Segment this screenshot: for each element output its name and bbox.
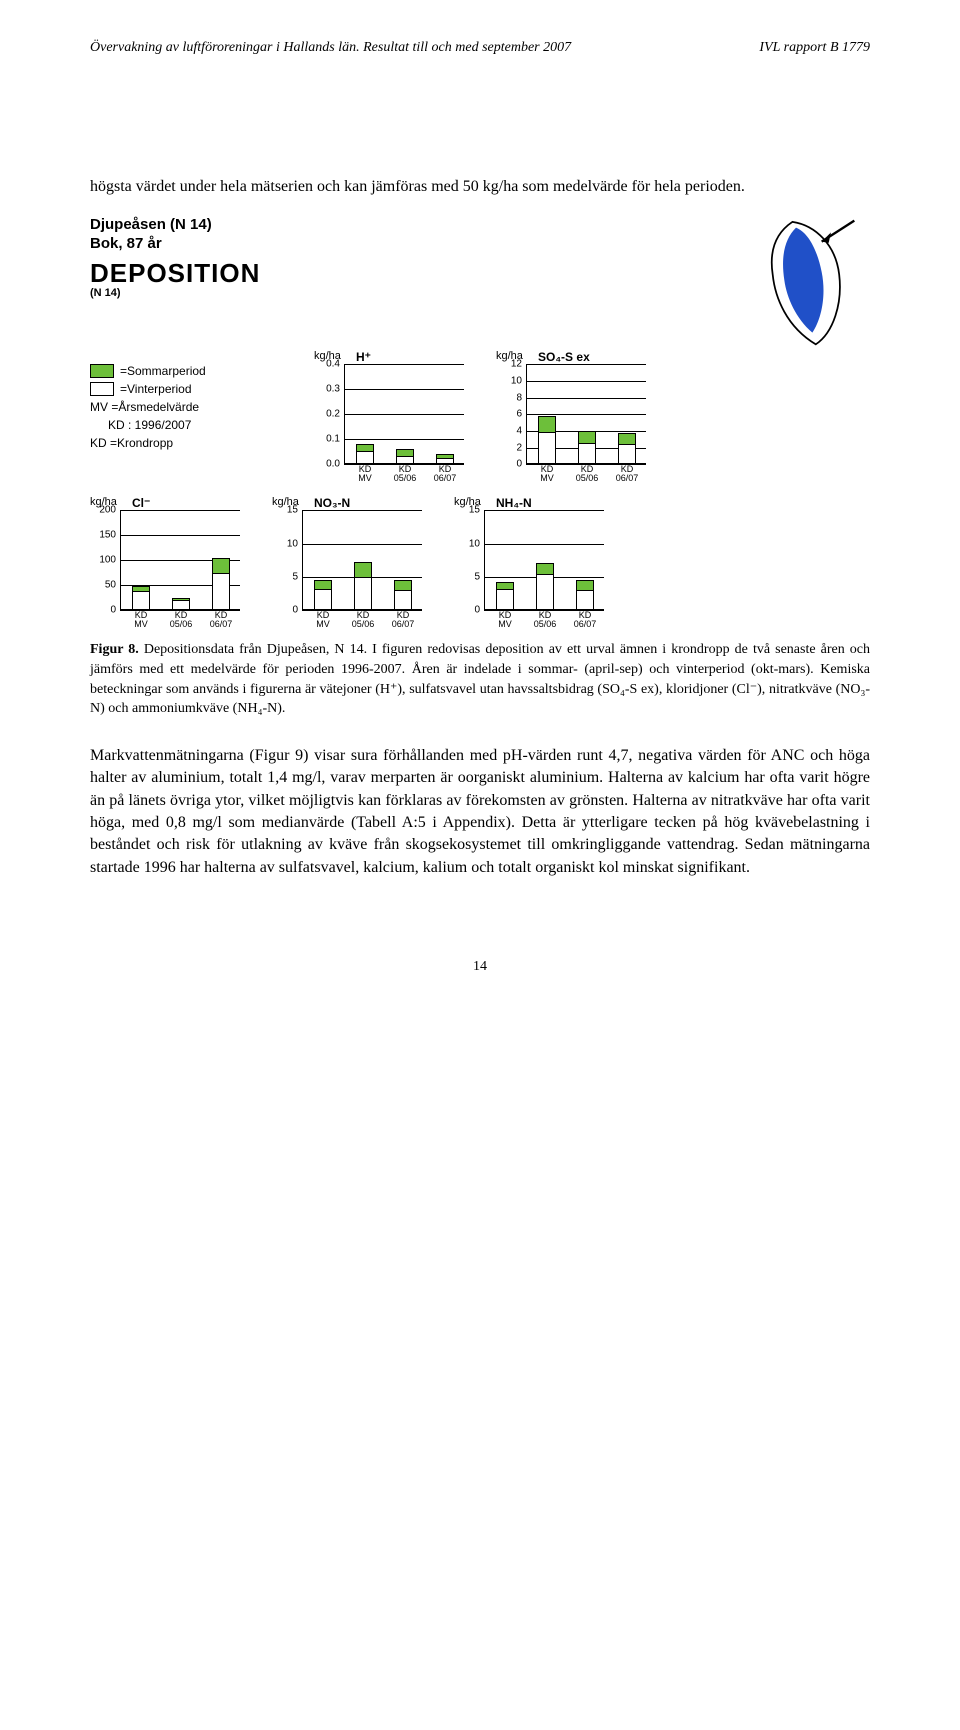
x-label: KD05/06 [529,611,561,630]
legend: =Sommarperiod =Vinterperiod MV =Årsmedel… [90,364,290,454]
fig-dep-sub: (N 14) [90,287,260,299]
bar-summer [578,431,596,444]
x-label: KD06/07 [429,465,461,484]
bar-summer [172,598,190,601]
chart-nh4: NH₄-Nkg/ha051015KDMVKD05/06KD06/07 [454,510,604,628]
y-tick: 4 [496,426,522,437]
bar-summer [314,580,332,590]
y-tick: 0.4 [314,359,340,370]
x-label: KD06/07 [387,611,419,630]
chart-title: NO₃-N [314,496,350,510]
legend-winter: =Vinterperiod [120,382,192,396]
y-tick: 10 [272,538,298,549]
caption-text: Depositionsdata från Djupeåsen, N 14. I … [90,642,870,716]
swatch-summer [90,364,114,378]
chart-h: H⁺kg/ha0.00.10.20.30.4KDMVKD05/06KD06/07 [314,364,464,482]
x-label: KD05/06 [165,611,197,630]
y-tick: 0 [90,605,116,616]
legend-kd: KD =Krondropp [90,436,173,450]
bar-summer [538,416,556,433]
bar-summer [356,444,374,452]
y-tick: 150 [90,530,116,541]
x-label: KDMV [349,465,381,484]
y-tick: 10 [496,376,522,387]
x-label: KD06/07 [611,465,643,484]
bar-summer [536,563,554,575]
chart-title: H⁺ [356,350,371,364]
bar-summer [618,433,636,446]
x-label: KD05/06 [347,611,379,630]
y-tick: 0.3 [314,384,340,395]
chart-title: NH₄-N [496,496,532,510]
bar-summer [394,580,412,591]
y-tick: 100 [90,555,116,566]
y-tick: 8 [496,392,522,403]
x-label: KD05/06 [389,465,421,484]
x-label: KDMV [489,611,521,630]
x-label: KD05/06 [571,465,603,484]
fig-title-1: Djupeåsen (N 14) [90,216,260,233]
x-label: KDMV [531,465,563,484]
y-tick: 0 [496,459,522,470]
fig-title-2: Bok, 87 år [90,235,260,252]
paragraph-2: Markvattenmätningarna (Figur 9) visar su… [90,745,870,879]
y-tick: 2 [496,442,522,453]
x-label: KDMV [307,611,339,630]
y-tick: 12 [496,359,522,370]
y-tick: 0.2 [314,409,340,420]
inset-map [750,216,870,356]
figure-8-caption: Figur 8. Depositionsdata från Djupeåsen,… [90,640,870,718]
chart-no3: NO₃-Nkg/ha051015KDMVKD05/06KD06/07 [272,510,422,628]
x-label: KDMV [125,611,157,630]
x-label: KD06/07 [569,611,601,630]
page-number: 14 [90,959,870,975]
y-tick: 15 [272,505,298,516]
legend-mv: MV =Årsmedelvärde [90,400,199,414]
y-tick: 0 [272,605,298,616]
figure-8: Djupeåsen (N 14) Bok, 87 år DEPOSITION (… [90,216,870,628]
bar-summer [576,580,594,591]
y-tick: 0.1 [314,434,340,445]
page-header: Övervakning av luftföroreningar i Hallan… [90,40,870,56]
chart-title: Cl⁻ [132,496,150,510]
bar-summer [212,558,230,574]
chart-cl: Cl⁻kg/ha050100150200KDMVKD05/06KD06/07 [90,510,240,628]
bar-summer [396,449,414,457]
y-tick: 5 [272,572,298,583]
bar-summer [354,562,372,577]
bar-summer [436,454,454,459]
legend-kdyear: KD : 1996/2007 [108,418,191,432]
fig-deposition: DEPOSITION [90,258,260,289]
y-tick: 0.0 [314,459,340,470]
caption-fignum: Figur 8. [90,642,139,657]
bar-summer [132,586,150,592]
chart-title: SO₄-S ex [538,350,590,364]
legend-summer: =Sommarperiod [120,364,206,378]
y-tick: 0 [454,605,480,616]
header-right: IVL rapport B 1779 [759,40,870,56]
intro-paragraph: högsta värdet under hela mätserien och k… [90,176,870,198]
swatch-winter [90,382,114,396]
header-left: Övervakning av luftföroreningar i Hallan… [90,40,571,56]
y-tick: 15 [454,505,480,516]
bar-summer [496,582,514,590]
y-tick: 5 [454,572,480,583]
y-tick: 200 [90,505,116,516]
y-tick: 50 [90,580,116,591]
y-tick: 10 [454,538,480,549]
chart-so4: SO₄-S exkg/ha024681012KDMVKD05/06KD06/07 [496,364,646,482]
x-label: KD06/07 [205,611,237,630]
y-tick: 6 [496,409,522,420]
